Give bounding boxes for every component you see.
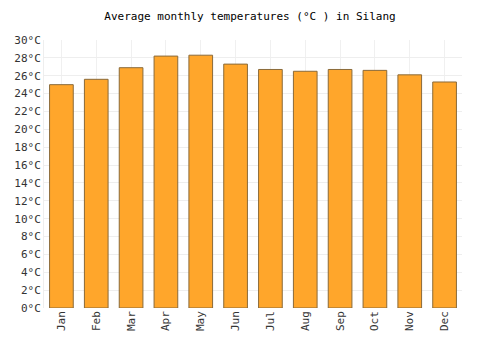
svg-text:24°C: 24°C xyxy=(14,87,41,100)
svg-text:4°C: 4°C xyxy=(21,266,41,279)
svg-text:30°C: 30°C xyxy=(14,34,41,47)
svg-text:Dec: Dec xyxy=(438,311,451,331)
svg-text:Jul: Jul xyxy=(264,311,277,331)
svg-text:10°C: 10°C xyxy=(14,213,41,226)
svg-text:26°C: 26°C xyxy=(14,70,41,83)
svg-text:Average monthly temperatures (: Average monthly temperatures (°C ) in Si… xyxy=(104,10,395,23)
svg-text:May: May xyxy=(194,311,207,331)
svg-text:0°C: 0°C xyxy=(21,302,41,315)
svg-text:Sep: Sep xyxy=(334,311,347,331)
svg-text:12°C: 12°C xyxy=(14,195,41,208)
svg-text:6°C: 6°C xyxy=(21,248,41,261)
svg-text:18°C: 18°C xyxy=(14,141,41,154)
svg-text:Jan: Jan xyxy=(55,311,68,331)
svg-text:Nov: Nov xyxy=(403,311,416,331)
svg-text:28°C: 28°C xyxy=(14,52,41,65)
svg-text:16°C: 16°C xyxy=(14,159,41,172)
svg-text:Apr: Apr xyxy=(159,311,172,331)
svg-text:14°C: 14°C xyxy=(14,177,41,190)
svg-text:2°C: 2°C xyxy=(21,284,41,297)
svg-text:22°C: 22°C xyxy=(14,105,41,118)
svg-text:20°C: 20°C xyxy=(14,123,41,136)
svg-text:8°C: 8°C xyxy=(21,230,41,243)
svg-text:Oct: Oct xyxy=(368,311,381,331)
svg-text:Feb: Feb xyxy=(90,311,103,331)
svg-text:Mar: Mar xyxy=(125,311,138,331)
svg-text:Jun: Jun xyxy=(229,311,242,331)
svg-text:Aug: Aug xyxy=(299,311,312,331)
